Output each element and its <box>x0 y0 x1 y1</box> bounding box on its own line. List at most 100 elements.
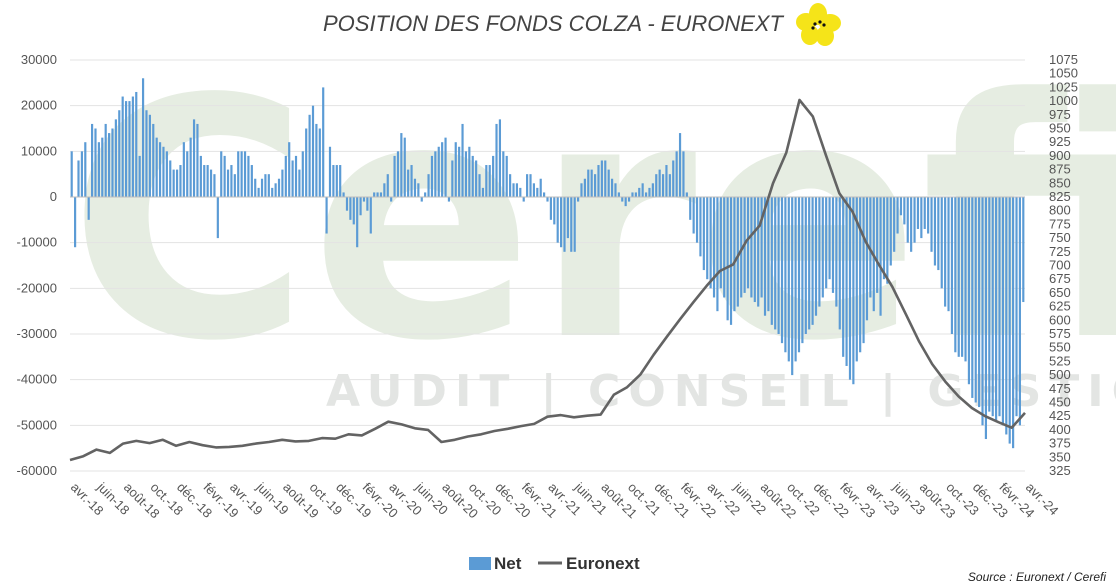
y-right-tick-label: 475 <box>1049 381 1071 396</box>
net-bar <box>345 197 349 211</box>
net-bar <box>288 142 291 197</box>
source-note: Source : Euronext / Cerefi <box>968 570 1106 584</box>
net-bar <box>509 174 512 197</box>
net-bar <box>726 197 729 321</box>
net-bar <box>179 165 182 197</box>
net-bar <box>631 192 634 197</box>
net-bar <box>366 197 369 211</box>
net-bar <box>604 160 607 197</box>
legend: Net Euronext <box>469 554 640 573</box>
net-bar <box>356 197 359 248</box>
net-bar <box>896 197 899 234</box>
net-bar <box>1022 197 1025 303</box>
net-bar <box>780 197 784 344</box>
y-right-tick-label: 975 <box>1049 107 1071 122</box>
net-bar <box>821 197 824 298</box>
y-right-tick-label: 725 <box>1049 244 1071 259</box>
y-right-tick-label: 500 <box>1049 367 1071 382</box>
net-bar <box>933 197 937 266</box>
net-bar <box>369 197 372 234</box>
net-bar <box>420 197 423 202</box>
net-bar <box>189 137 192 197</box>
net-bar <box>984 197 988 440</box>
net-bar <box>644 192 648 197</box>
net-bar <box>277 178 281 197</box>
net-bar <box>362 197 366 202</box>
y-right-tick-label: 800 <box>1049 203 1071 218</box>
net-bar <box>342 192 345 197</box>
net-bar <box>974 197 977 403</box>
net-bar <box>495 123 498 197</box>
y-right-tick-label: 375 <box>1049 436 1071 451</box>
net-bar <box>447 197 451 202</box>
y-right-tick-label: 925 <box>1049 134 1071 149</box>
net-bar <box>532 183 535 197</box>
net-bar <box>665 165 668 197</box>
net-bar <box>254 178 257 197</box>
net-bar <box>1001 197 1004 426</box>
net-bar <box>118 110 121 197</box>
net-bar <box>733 197 736 312</box>
net-bar <box>723 197 726 298</box>
net-bar <box>770 197 773 325</box>
net-bar <box>141 78 145 197</box>
y-right-tick-label: 550 <box>1049 340 1071 355</box>
net-bar <box>923 197 926 229</box>
net-bar <box>930 197 933 252</box>
net-bar <box>648 187 651 197</box>
net-bar <box>699 197 702 257</box>
net-bar <box>753 197 756 303</box>
net-bar <box>485 165 488 197</box>
rapeseed-flower-icon <box>796 3 841 46</box>
net-bar <box>328 146 332 197</box>
net-bar <box>108 133 111 197</box>
net-bar <box>624 197 627 207</box>
net-bar <box>981 197 984 426</box>
net-bar <box>661 174 665 197</box>
net-bar <box>855 197 858 362</box>
net-bar <box>94 128 97 197</box>
net-bar <box>991 197 994 417</box>
net-bar <box>162 146 165 197</box>
net-bar <box>481 187 485 197</box>
net-bar <box>175 169 179 197</box>
net-bar <box>413 178 417 197</box>
net-bar <box>641 183 644 197</box>
net-bar <box>678 133 682 197</box>
net-bar <box>746 197 750 289</box>
net-bar <box>196 123 199 197</box>
net-bar <box>339 165 342 197</box>
net-bar <box>848 197 852 380</box>
net-bar <box>451 160 454 197</box>
net-bar <box>573 197 576 252</box>
net-bar <box>410 165 413 197</box>
net-bar <box>712 197 716 298</box>
y-right-tick-label: 525 <box>1049 353 1071 368</box>
net-bar <box>879 197 882 316</box>
net-bar <box>220 151 223 197</box>
net-bar <box>543 192 546 197</box>
net-bar <box>294 155 298 197</box>
net-bar <box>121 96 124 197</box>
net-bar <box>1018 197 1021 426</box>
net-bar <box>964 197 967 362</box>
net-bar <box>464 151 468 197</box>
net-bar <box>352 197 355 225</box>
net-bar <box>148 114 151 197</box>
y-right-tick-label: 675 <box>1049 271 1071 286</box>
net-bar <box>522 197 525 202</box>
net-bar <box>774 197 777 330</box>
net-bar <box>84 142 87 197</box>
y-right-tick-label: 625 <box>1049 299 1071 314</box>
y-right-tick-label: 350 <box>1049 449 1071 464</box>
net-bar <box>593 174 597 197</box>
net-bar <box>386 174 389 197</box>
net-bar <box>927 197 930 234</box>
net-bar <box>617 192 620 197</box>
net-bar <box>583 178 586 197</box>
net-bar <box>729 197 733 325</box>
net-bar <box>230 165 233 197</box>
net-bar <box>114 119 117 197</box>
net-bar <box>169 160 172 197</box>
